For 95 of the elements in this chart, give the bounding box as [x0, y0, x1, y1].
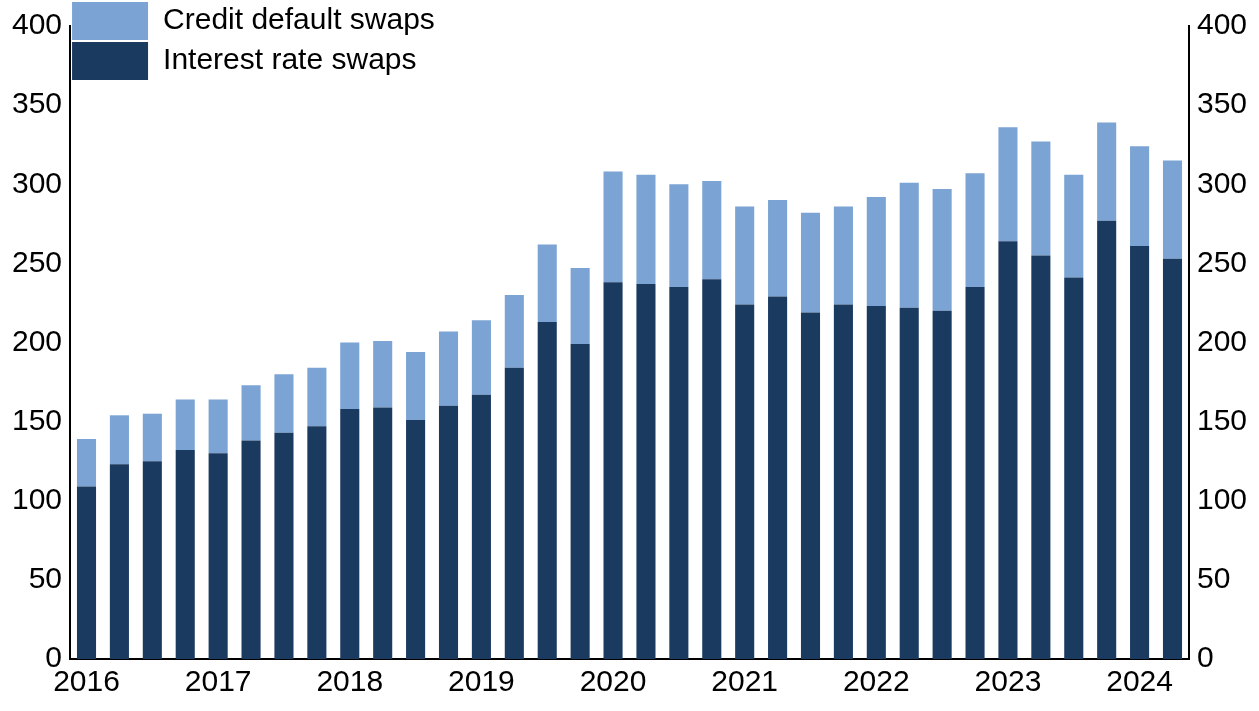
bar: [438, 331, 459, 406]
bar: [109, 415, 129, 465]
legend-label: Credit default swaps: [163, 2, 435, 36]
bar: [768, 200, 788, 297]
bar: [998, 127, 1018, 242]
y2-tick-label: 150: [1196, 402, 1248, 436]
bar: [1097, 122, 1117, 221]
y2-tick-label: 200: [1196, 323, 1248, 357]
bar: [109, 464, 129, 659]
y-tick-label: 300: [11, 165, 63, 199]
y-tick-label: 100: [11, 482, 63, 516]
y2-tick-label: 350: [1196, 86, 1248, 120]
bar: [932, 189, 952, 311]
bar: [471, 320, 491, 395]
bar: [504, 295, 524, 368]
bar: [998, 241, 1018, 659]
bar: [669, 287, 689, 659]
bar: [1031, 255, 1051, 659]
x-tick-label: 2017: [184, 664, 252, 698]
x-tick-label: 2021: [711, 664, 779, 698]
bar: [965, 287, 985, 659]
x-tick-label: 2019: [448, 664, 515, 698]
bar: [636, 283, 656, 659]
x-tick-label: 2018: [316, 664, 384, 698]
bar: [800, 312, 821, 659]
bar: [1031, 141, 1051, 256]
bar: [307, 367, 327, 427]
bar: [340, 342, 360, 409]
bar: [76, 486, 97, 659]
bar: [471, 394, 491, 659]
bar: [1097, 220, 1117, 659]
y2-tick-label: 300: [1196, 165, 1248, 199]
x-tick-label: 2022: [842, 664, 910, 698]
y-tick-label: 200: [11, 323, 63, 357]
bar: [406, 352, 426, 421]
y-tick-label: 350: [11, 86, 63, 120]
bar: [768, 296, 788, 659]
bar: [899, 307, 919, 659]
bar: [669, 184, 689, 288]
y2-tick-label: 250: [1196, 244, 1248, 278]
bar: [373, 340, 393, 408]
bar: [702, 181, 722, 280]
bar: [142, 413, 162, 462]
y2-tick-label: 50: [1196, 561, 1231, 595]
y2-tick-label: 100: [1196, 482, 1248, 516]
bar: [274, 374, 294, 433]
bar: [208, 399, 228, 454]
bar: [570, 268, 590, 345]
x-tick-label: 2020: [579, 664, 647, 698]
bar: [208, 453, 228, 659]
bar: [570, 344, 590, 659]
y2-tick-label: 0: [1196, 640, 1214, 674]
bar: [866, 196, 886, 307]
bar: [603, 282, 623, 659]
bar: [899, 182, 919, 308]
bar: [702, 279, 722, 659]
bar: [1130, 245, 1150, 659]
y-tick-label: 50: [28, 561, 63, 595]
bar: [800, 212, 821, 313]
bar: [537, 321, 557, 659]
y-tick-label: 150: [11, 402, 63, 436]
bar: [1130, 146, 1150, 246]
bar: [932, 310, 952, 659]
bar: [274, 432, 294, 659]
bar: [1162, 258, 1183, 659]
bar: [537, 244, 557, 322]
bar: [735, 206, 755, 305]
bar: [175, 450, 195, 659]
bar: [866, 306, 886, 659]
bar: [241, 385, 261, 441]
bar: [1162, 160, 1183, 259]
bar: [504, 367, 524, 659]
bar: [406, 420, 426, 659]
bar: [833, 206, 853, 305]
bar: [142, 461, 162, 659]
bar: [373, 407, 393, 659]
bar: [636, 174, 656, 284]
y-tick-label: 400: [11, 7, 63, 41]
bar: [735, 304, 755, 659]
legend-label: Interest rate swaps: [163, 42, 417, 76]
bar: [833, 304, 853, 659]
bar: [438, 405, 459, 659]
x-tick-label: 2023: [974, 664, 1042, 698]
bar: [241, 440, 261, 659]
bar: [340, 408, 360, 659]
bar: [76, 439, 97, 487]
bar: [1064, 174, 1084, 278]
x-tick-label: 2024: [1106, 664, 1173, 698]
bar: [965, 173, 985, 288]
bar: [603, 171, 623, 283]
bar: [1064, 277, 1084, 659]
y2-tick-label: 400: [1196, 7, 1248, 41]
bar: [307, 426, 327, 659]
bar: [175, 399, 195, 451]
y-tick-label: 250: [11, 244, 63, 278]
